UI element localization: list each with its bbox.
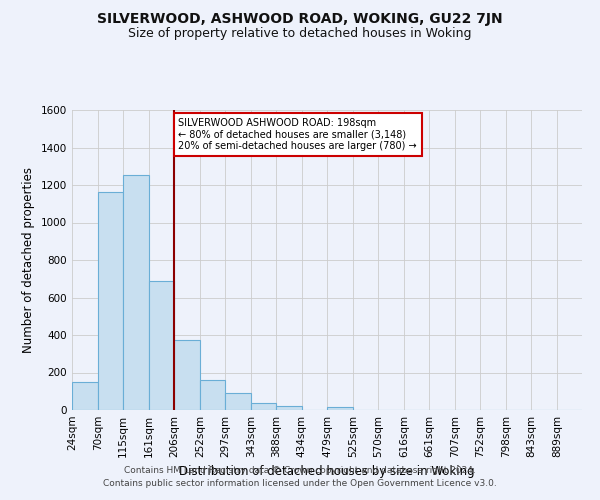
Bar bbox=[225, 393, 251, 410]
Text: Size of property relative to detached houses in Woking: Size of property relative to detached ho… bbox=[128, 28, 472, 40]
X-axis label: Distribution of detached houses by size in Woking: Distribution of detached houses by size … bbox=[179, 466, 475, 478]
Y-axis label: Number of detached properties: Number of detached properties bbox=[22, 167, 35, 353]
Bar bbox=[327, 407, 353, 410]
Bar bbox=[276, 406, 302, 410]
Bar bbox=[72, 382, 98, 410]
Text: Contains HM Land Registry data © Crown copyright and database right 2024.
Contai: Contains HM Land Registry data © Crown c… bbox=[103, 466, 497, 487]
Bar bbox=[149, 281, 174, 410]
Bar bbox=[98, 192, 123, 410]
Bar bbox=[251, 404, 276, 410]
Bar bbox=[200, 380, 225, 410]
Bar bbox=[174, 340, 200, 410]
Bar bbox=[123, 175, 149, 410]
Text: SILVERWOOD ASHWOOD ROAD: 198sqm
← 80% of detached houses are smaller (3,148)
20%: SILVERWOOD ASHWOOD ROAD: 198sqm ← 80% of… bbox=[178, 118, 417, 150]
Text: SILVERWOOD, ASHWOOD ROAD, WOKING, GU22 7JN: SILVERWOOD, ASHWOOD ROAD, WOKING, GU22 7… bbox=[97, 12, 503, 26]
